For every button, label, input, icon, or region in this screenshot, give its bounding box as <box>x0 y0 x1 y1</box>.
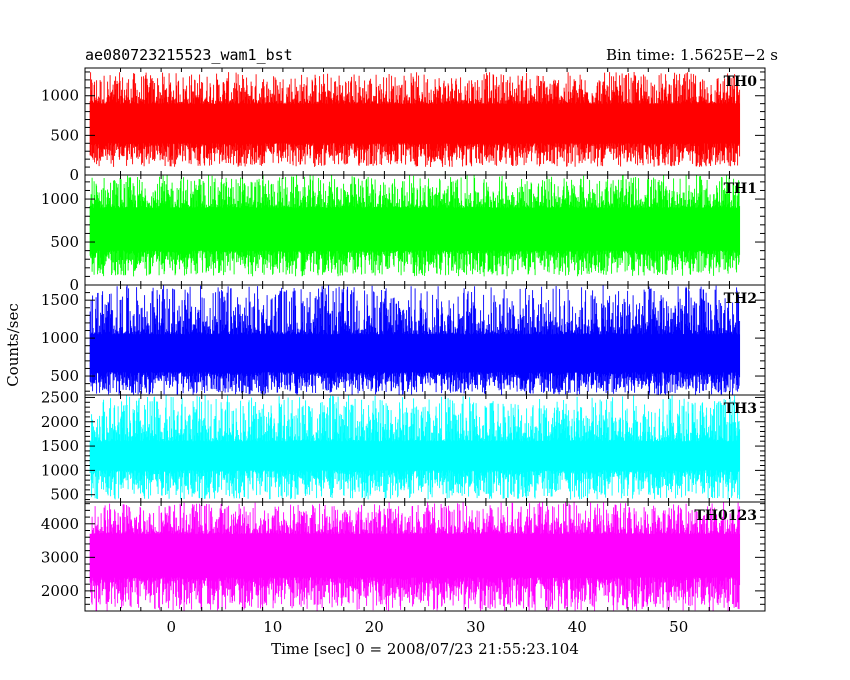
series-trace-th0 <box>89 72 741 167</box>
series-trace-th1 <box>89 175 741 277</box>
x-tick-label: 0 <box>166 618 176 636</box>
y-tick-label: 1000 <box>41 87 79 105</box>
series-trace-th0123 <box>89 502 741 611</box>
y-tick-label: 500 <box>50 367 79 385</box>
panel-label-th3: TH3 <box>724 401 757 417</box>
y-tick-label: 500 <box>50 233 79 251</box>
y-tick-label: 1000 <box>41 190 79 208</box>
panel-label-th1: TH1 <box>724 181 757 197</box>
chart-subtitle: Bin time: 1.5625E−2 s <box>606 46 778 64</box>
series-trace-th2 <box>89 285 741 395</box>
y-tick-label: 1500 <box>41 437 79 455</box>
y-tick-label: 1000 <box>41 461 79 479</box>
y-tick-label: 1000 <box>41 329 79 347</box>
panel-label-th2: TH2 <box>724 291 757 307</box>
x-tick-label: 10 <box>263 618 282 636</box>
y-tick-label: 2500 <box>41 388 79 406</box>
x-axis-label: Time [sec] 0 = 2008/07/23 21:55:23.104 <box>271 640 579 658</box>
y-tick-label: 3000 <box>41 548 79 566</box>
y-tick-label: 1500 <box>41 291 79 309</box>
y-tick-label: 500 <box>50 486 79 504</box>
x-tick-label: 20 <box>365 618 384 636</box>
panel-th1: 0 500 1000 TH1 <box>41 174 766 294</box>
panel-th3: 500 1000 1500 2000 2500 TH3 <box>41 388 766 504</box>
x-tick-label: 50 <box>669 618 688 636</box>
y-tick-label: 2000 <box>41 582 79 600</box>
x-axis: 0 10 20 30 40 50 <box>166 618 688 636</box>
panel-label-th0123: TH0123 <box>694 508 757 524</box>
x-tick-label: 40 <box>568 618 587 636</box>
y-tick-label: 4000 <box>41 515 79 533</box>
x-tick-label: 30 <box>466 618 485 636</box>
panel-th2: 500 1000 1500 TH2 <box>41 284 766 396</box>
y-tick-label: 0 <box>69 276 79 294</box>
y-tick-label: 0 <box>69 166 79 184</box>
panel-label-th0: TH0 <box>724 74 758 90</box>
y-axis-label: Counts/sec <box>4 303 22 387</box>
panel-th0: 0 500 1000 TH0 <box>41 67 766 184</box>
chart-title: ae080723215523_wam1_bst <box>85 46 293 64</box>
panel-th0123: 2000 3000 4000 TH0123 <box>41 501 766 612</box>
series-trace-th3 <box>89 395 741 500</box>
panels-group: 0 500 1000 TH0 0 500 1000 TH1 500 1000 1500 TH2 500 1… <box>41 67 766 612</box>
y-tick-label: 500 <box>50 126 79 144</box>
y-tick-label: 2000 <box>41 413 79 431</box>
